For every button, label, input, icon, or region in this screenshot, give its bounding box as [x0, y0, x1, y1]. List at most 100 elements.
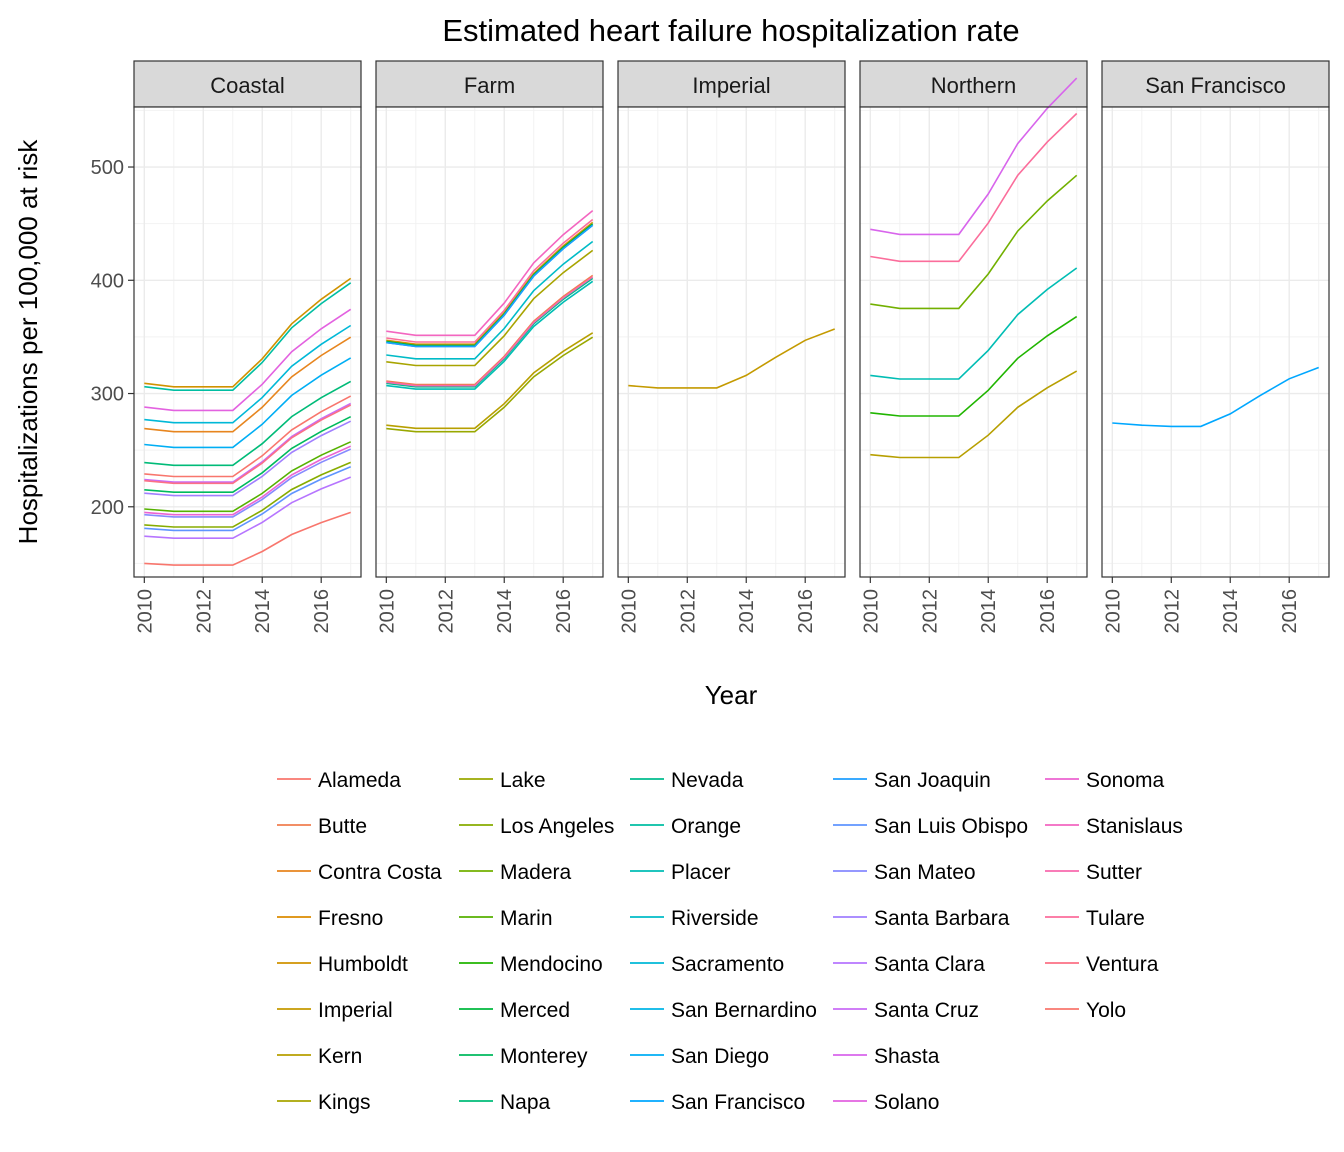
x-tick-label: 2014	[1220, 589, 1242, 634]
legend-label: Merced	[500, 999, 570, 1022]
legend-label: San Francisco	[671, 1091, 805, 1114]
y-tick-label: 400	[91, 270, 124, 292]
legend-item-solano: Solano	[833, 1091, 939, 1114]
series-line-san-diego	[144, 357, 352, 449]
legend-item-san-bernardino: San Bernardino	[630, 999, 817, 1022]
series-line-yolo	[144, 511, 351, 566]
x-tick-label: 2014	[736, 589, 758, 634]
x-tick-label: 2016	[1279, 589, 1301, 634]
series-line-nevada	[386, 277, 594, 388]
legend-item-san-diego: San Diego	[630, 1045, 769, 1068]
legend-label: Riverside	[671, 907, 759, 930]
y-axis-ticks: 200 300 400 500	[91, 157, 134, 519]
legend-item-sacramento: Sacramento	[630, 953, 784, 976]
legend-label: San Joaquin	[874, 769, 991, 792]
legend-item-san-joaquin: San Joaquin	[833, 769, 991, 792]
series-line-los-angeles	[144, 461, 352, 528]
facet-strip-label: Northern	[931, 73, 1017, 98]
legend-item-orange: Orange	[630, 815, 741, 838]
x-tick-label: 2012	[677, 589, 699, 634]
series-line-solano	[144, 308, 352, 412]
facet-strip	[1101, 60, 1330, 108]
legend-label: Orange	[671, 815, 741, 838]
series-line-santa-clara	[144, 476, 351, 539]
facet-strip-label: Coastal	[210, 73, 285, 98]
legend-item-santa-clara: Santa Clara	[833, 953, 985, 976]
legend-label: San Luis Obispo	[874, 815, 1028, 838]
facet-coastal: Coastal 2010 2012 2014 2016	[133, 60, 362, 634]
facet-imperial: Imperial 2010 2012 2014 2016	[617, 60, 846, 634]
facet-strip-label: San Francisco	[1145, 73, 1286, 98]
legend-label: Monterey	[500, 1045, 588, 1068]
legend-label: Contra Costa	[318, 861, 442, 884]
series-line-santa-cruz	[144, 402, 352, 483]
facet-strip	[859, 60, 1088, 108]
panel-border	[859, 106, 1088, 578]
legend-item-san-mateo: San Mateo	[833, 861, 976, 884]
legend-item-riverside: Riverside	[630, 907, 759, 930]
legend-label: Mendocino	[500, 953, 603, 976]
legend-item-yolo: Yolo	[1045, 999, 1126, 1022]
x-tick-label: 2016	[795, 589, 817, 634]
legend-label: Santa Clara	[874, 953, 985, 976]
series-line-tulare	[870, 112, 1078, 263]
legend-label: Marin	[500, 907, 553, 930]
facet-strip	[375, 60, 604, 108]
facet-strip	[617, 60, 846, 108]
legend-label: Madera	[500, 861, 572, 884]
legend-item-marin: Marin	[459, 907, 553, 930]
legend-label: San Mateo	[874, 861, 976, 884]
series-line-tulare	[386, 218, 594, 343]
legend-label: Napa	[500, 1091, 551, 1114]
series-line-marin	[144, 441, 352, 513]
x-tick-label: 2010	[618, 589, 640, 634]
legend-label: Kern	[318, 1045, 362, 1068]
legend-label: Santa Cruz	[874, 999, 979, 1022]
x-tick-label: 2016	[311, 589, 333, 634]
legend-item-los-angeles: Los Angeles	[459, 815, 614, 838]
x-tick-label: 2010	[1102, 589, 1124, 634]
legend-item-santa-cruz: Santa Cruz	[833, 999, 979, 1022]
panel-border	[1101, 106, 1330, 578]
series-line-shasta	[870, 77, 1078, 236]
series-line-fresno	[386, 221, 594, 345]
legend-item-ventura: Ventura	[1045, 953, 1159, 976]
legend-label: Ventura	[1086, 953, 1159, 976]
legend-item-lake: Lake	[459, 769, 546, 792]
legend-label: Nevada	[671, 769, 744, 792]
series-line-butte	[386, 274, 594, 386]
facet-farm: Farm 2010 2012 2014 2016	[375, 60, 604, 634]
legend-label: Santa Barbara	[874, 907, 1010, 930]
facet-strip-label: Farm	[464, 73, 515, 98]
legend-item-nevada: Nevada	[630, 769, 744, 792]
legend-item-san-luis-obispo: San Luis Obispo	[833, 815, 1028, 838]
legend-item-contra-costa: Contra Costa	[277, 861, 442, 884]
legend-item-kings: Kings	[277, 1091, 371, 1114]
legend-label: Shasta	[874, 1045, 940, 1068]
series-line-mendocino	[870, 315, 1078, 417]
legend-item-stanislaus: Stanislaus	[1045, 815, 1183, 838]
series-line-kings	[386, 249, 594, 367]
legend-item-alameda: Alameda	[277, 769, 401, 792]
series-line-santa-barbara	[144, 420, 352, 497]
facet-strip-label: Imperial	[692, 73, 770, 98]
series-line-contra-costa	[144, 336, 352, 433]
legend-item-shasta: Shasta	[833, 1045, 940, 1068]
legend-item-san-francisco: San Francisco	[630, 1091, 805, 1114]
legend-item-napa: Napa	[459, 1091, 551, 1114]
legend-item-madera: Madera	[459, 861, 572, 884]
legend-item-tulare: Tulare	[1045, 907, 1145, 930]
legend-item-butte: Butte	[277, 815, 367, 838]
legend-label: Yolo	[1086, 999, 1126, 1022]
facet-strip	[133, 60, 362, 108]
series-line-sonoma	[144, 445, 352, 516]
x-tick-label: 2012	[193, 589, 215, 634]
panel-background	[134, 107, 361, 577]
panel-border	[375, 106, 604, 578]
series-line-alameda	[144, 395, 352, 478]
series-line-lake	[386, 336, 594, 433]
chart-title: Estimated heart failure hospitalization …	[442, 13, 1019, 48]
legend-item-placer: Placer	[630, 861, 731, 884]
legend-label: Placer	[671, 861, 731, 884]
x-tick-label: 2010	[376, 589, 398, 634]
